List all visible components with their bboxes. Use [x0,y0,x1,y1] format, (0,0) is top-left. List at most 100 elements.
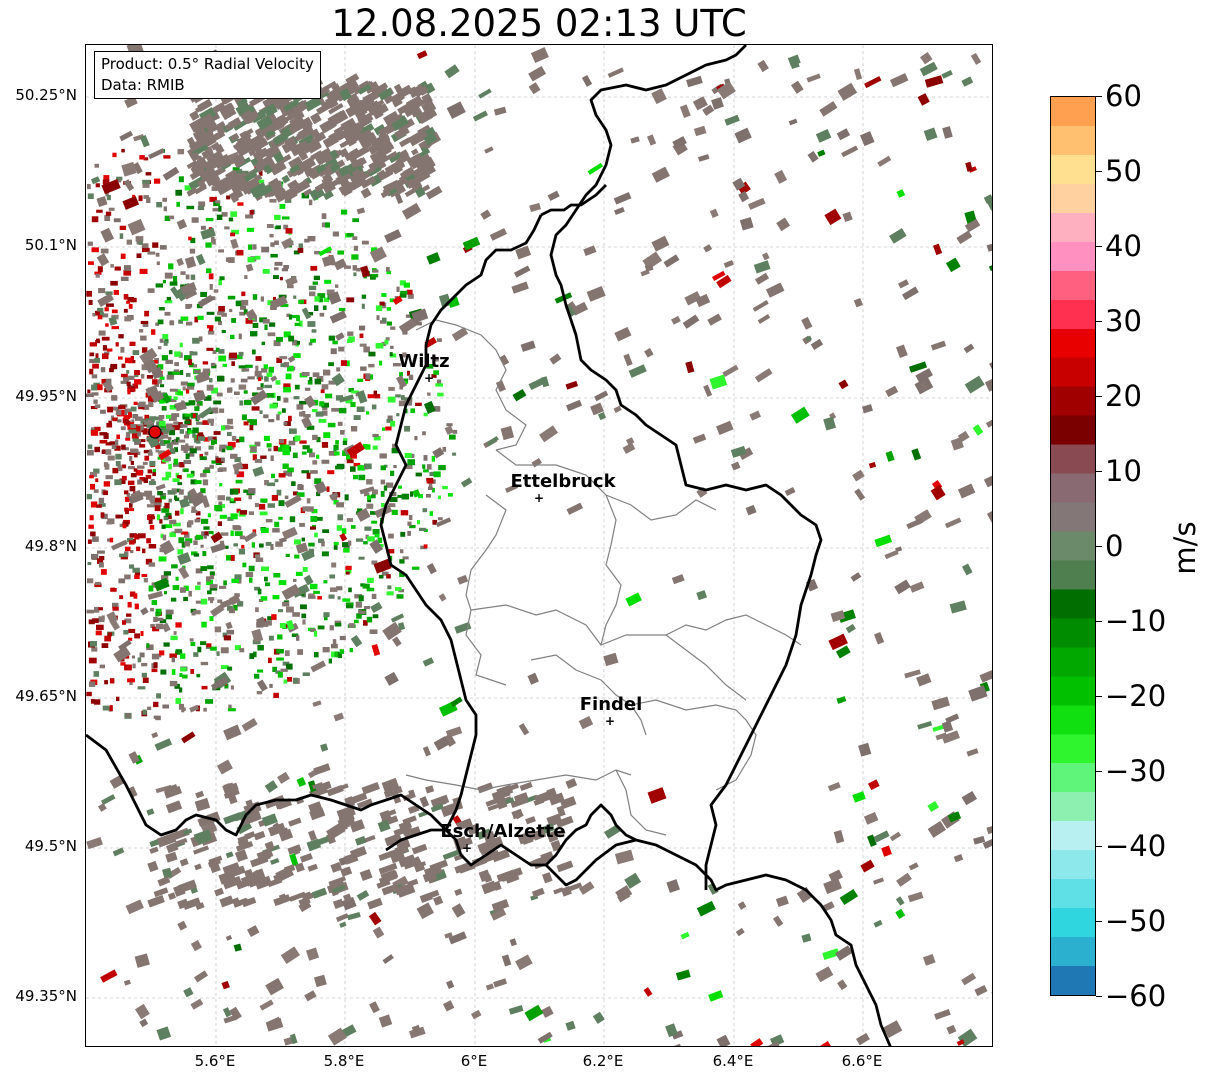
echo-pixel [355,601,362,608]
echo-pixel [902,286,919,301]
echo-pixel [986,240,992,252]
echo-pixel [170,635,178,641]
echo-pixel [150,390,165,403]
colorbar-unit-label: m/s [1168,521,1202,575]
echo-pixel [143,195,149,199]
echo-pixel [177,920,188,931]
echo-pixel [323,297,330,303]
echo-pixel [270,375,278,382]
echo-pixel [128,508,134,512]
echo-pixel [367,102,385,116]
echo-pixel [398,400,407,407]
echo-pixel [302,142,314,154]
echo-pixel [288,415,292,422]
echo-pixel [196,415,201,420]
echo-pixel [867,834,877,847]
echo-pixel [298,484,303,490]
echo-pixel [333,712,345,722]
echo-pixel [210,142,221,151]
echo-pixel [388,151,403,164]
echo-pixel [241,544,245,549]
echo-pixel [274,98,287,111]
echo-pixel [168,429,176,436]
echo-pixel [375,343,384,349]
echo-pixel [173,462,181,467]
echo-pixel [152,471,156,477]
echo-pixel [208,326,214,332]
echo-pixel [361,303,365,309]
echo-pixel [163,642,170,647]
echo-pixel [491,848,510,863]
echo-pixel [692,96,708,111]
echo-pixel [274,214,281,220]
radar-map[interactable] [85,44,993,1047]
echo-pixel [263,435,270,441]
echo-pixel [517,830,537,845]
echo-pixel [145,495,150,500]
echo-pixel [286,619,295,631]
echo-pixel [153,502,162,507]
echo-pixel [515,245,532,260]
echo-pixel [393,465,397,469]
echo-pixel [107,348,113,352]
echo-pixel [196,303,203,309]
echo-pixel [314,250,321,255]
echo-pixel [278,500,285,507]
echo-pixel [219,483,223,487]
echo-pixel [173,522,181,527]
echo-pixel [87,241,93,246]
echo-pixel [298,243,303,250]
echo-pixel [303,96,322,112]
echo-pixel [176,219,188,230]
echo-pixel [209,586,218,591]
echo-pixel [171,669,176,675]
echo-pixel [416,109,434,125]
echo-pixel [583,245,597,257]
echo-pixel [282,449,290,456]
echo-pixel [120,253,126,259]
echo-pixel [308,542,315,547]
echo-pixel [143,157,149,161]
echo-pixel [964,218,981,233]
echo-pixel [146,197,151,203]
echo-pixel [310,628,316,632]
echo-pixel [500,869,518,882]
echo-pixel [90,429,99,436]
echo-pixel [801,316,813,330]
echo-pixel [273,296,276,302]
echo-pixel [137,533,146,539]
echo-pixel [206,384,214,391]
echo-pixel [372,489,378,495]
echo-pixel [578,881,595,895]
echo-pixel [509,783,519,791]
echo-pixel [272,595,280,600]
echo-pixel [314,149,333,166]
echo-pixel [533,791,552,805]
echo-pixel [233,809,250,822]
echo-pixel [203,437,210,442]
echo-pixel [390,420,396,427]
echo-pixel [241,368,250,372]
echo-pixel [147,288,155,293]
echo-pixel [187,430,195,434]
echo-pixel [231,361,235,366]
echo-pixel [236,471,245,478]
echo-pixel [331,651,338,658]
echo-pixel [373,436,381,441]
echo-pixel [285,275,298,287]
echo-pixel [537,1031,553,1044]
echo-pixel [125,899,144,915]
echo-pixel [266,443,272,448]
echo-pixel [838,379,849,390]
echo-pixel [339,532,348,542]
echo-pixel [318,298,323,303]
echo-pixel [239,311,245,316]
echo-pixel [274,521,280,528]
echo-pixel [236,97,248,107]
echo-pixel [293,353,301,358]
echo-pixel [360,187,372,199]
echo-pixel [161,524,166,529]
echo-pixel [299,853,313,863]
echo-pixel [293,295,297,299]
echo-pixel [449,434,456,440]
